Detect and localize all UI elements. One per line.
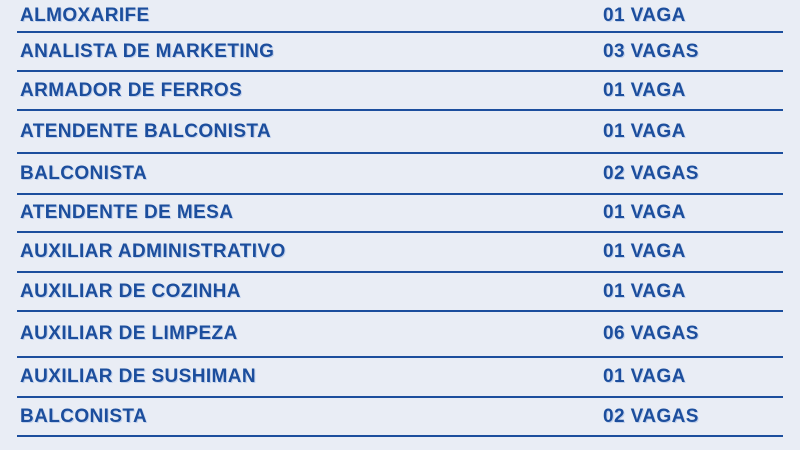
table-row: ATENDENTE BALCONISTA 01 VAGA [17,111,783,154]
table-row: ATENDENTE DE MESA 01 VAGA [17,195,783,233]
table-row: BALCONISTA 02 VAGAS [17,398,783,437]
vacancy-count-cell: 01 VAGA [603,120,686,142]
vacancy-table: ALMOXARIFE 01 VAGA ANALISTA DE MARKETING… [17,0,783,437]
position-cell: ARMADOR DE FERROS [20,79,243,101]
vacancy-count-cell: 01 VAGA [603,79,686,101]
position-cell: AUXILIAR DE COZINHA [20,280,241,302]
position-cell: ANALISTA DE MARKETING [20,40,275,62]
position-cell: BALCONISTA [20,405,148,427]
position-cell: BALCONISTA [20,162,148,184]
position-cell: ATENDENTE DE MESA [20,202,234,223]
vacancy-count-cell: 01 VAGA [603,366,686,387]
vacancy-count-cell: 03 VAGAS [603,40,699,62]
table-row: ARMADOR DE FERROS 01 VAGA [17,72,783,111]
table-row: BALCONISTA 02 VAGAS [17,154,783,195]
table-row: AUXILIAR DE COZINHA 01 VAGA [17,273,783,312]
position-cell: AUXILIAR DE SUSHIMAN [20,366,257,387]
position-cell: AUXILIAR ADMINISTRATIVO [20,241,286,262]
table-row: ANALISTA DE MARKETING 03 VAGAS [17,33,783,72]
position-cell: ALMOXARIFE [20,4,150,26]
vacancy-count-cell: 01 VAGA [603,4,686,26]
table-row: ALMOXARIFE 01 VAGA [17,0,783,33]
position-cell: AUXILIAR DE LIMPEZA [20,323,238,344]
vacancy-count-cell: 01 VAGA [603,241,686,262]
position-cell: ATENDENTE BALCONISTA [20,120,272,142]
vacancy-count-cell: 02 VAGAS [603,162,699,184]
table-row: AUXILIAR ADMINISTRATIVO 01 VAGA [17,233,783,273]
vacancy-count-cell: 01 VAGA [603,280,686,302]
vacancy-count-cell: 06 VAGAS [603,323,699,344]
vacancy-count-cell: 01 VAGA [603,202,686,223]
table-row: AUXILIAR DE LIMPEZA 06 VAGAS [17,312,783,358]
vacancy-count-cell: 02 VAGAS [603,405,699,427]
table-row: AUXILIAR DE SUSHIMAN 01 VAGA [17,358,783,398]
